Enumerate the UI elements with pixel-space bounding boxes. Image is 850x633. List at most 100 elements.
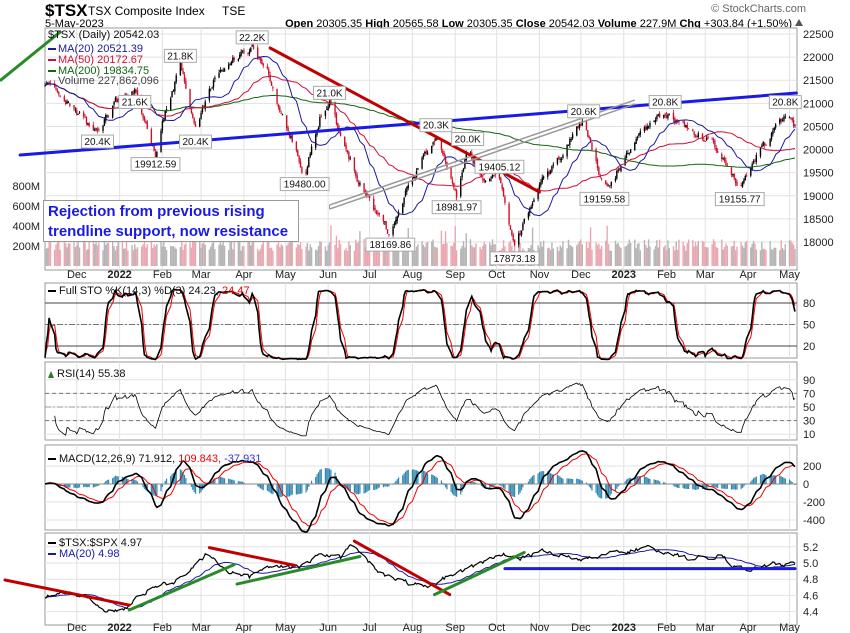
macd-histogram-bar bbox=[105, 481, 107, 484]
sto-title: Full STO %K(14,3) %D(3) 24.23, 24.47 bbox=[59, 285, 250, 297]
candle-body bbox=[761, 145, 763, 147]
triangle-up-icon bbox=[795, 19, 803, 26]
candle-body bbox=[421, 157, 423, 169]
volume-bar bbox=[201, 243, 204, 266]
volume-bar bbox=[697, 241, 700, 266]
candle-body bbox=[656, 116, 658, 120]
macd-histogram-bar bbox=[359, 484, 361, 494]
volume-bar bbox=[624, 246, 626, 266]
volume-bar bbox=[65, 243, 67, 266]
macd-histogram-bar bbox=[560, 477, 563, 484]
macd-histogram-bar bbox=[494, 484, 496, 486]
candle-body bbox=[45, 83, 48, 85]
candle-body bbox=[385, 221, 387, 229]
candle-body bbox=[703, 139, 705, 142]
macd-histogram-bar bbox=[511, 484, 513, 497]
chg-value: +303.84 (+1.50%) bbox=[704, 18, 792, 30]
volume-bar bbox=[577, 243, 579, 266]
price-label-box bbox=[365, 237, 416, 252]
rsi-tick-label: 90 bbox=[803, 375, 815, 387]
volume-bar bbox=[378, 245, 380, 266]
macd-histogram-bar bbox=[714, 484, 716, 488]
ratio-tick-label: 4.6 bbox=[803, 590, 818, 602]
candle-body bbox=[683, 122, 686, 127]
volume-bar bbox=[736, 246, 738, 266]
candle-body bbox=[551, 166, 553, 172]
macd-histogram-bar bbox=[779, 475, 781, 484]
low-value: 20305.35 bbox=[467, 18, 513, 30]
candle-body bbox=[509, 225, 512, 230]
volume-bar bbox=[634, 239, 636, 266]
candle-body bbox=[306, 166, 309, 175]
candle-body bbox=[223, 68, 226, 72]
volume-bar bbox=[193, 241, 195, 266]
macd-histogram-bar bbox=[741, 484, 744, 488]
candle-body bbox=[567, 145, 570, 147]
candle-body bbox=[705, 137, 708, 141]
ma20-line bbox=[44, 55, 796, 217]
macd-histogram-bar bbox=[136, 481, 139, 484]
macd-histogram-bar bbox=[124, 477, 126, 484]
macd-histogram-bar bbox=[634, 476, 636, 484]
candle-body bbox=[752, 160, 755, 163]
macd-histogram-bar bbox=[649, 478, 651, 484]
candle-body bbox=[635, 138, 637, 144]
macd-histogram-bar bbox=[425, 472, 427, 484]
candle-body bbox=[345, 144, 347, 150]
price-label: 22.2K bbox=[239, 33, 265, 44]
macd-histogram-bar bbox=[514, 484, 516, 497]
volume-bar bbox=[324, 246, 327, 266]
volume-bar bbox=[664, 245, 666, 266]
volume-bar bbox=[792, 244, 795, 266]
candle-body bbox=[714, 140, 716, 148]
candle-body bbox=[646, 126, 648, 130]
macd-histogram-bar bbox=[682, 484, 684, 489]
candle-body bbox=[200, 112, 202, 120]
candle-body bbox=[259, 58, 262, 61]
axes: Dec 2022 Feb Mar Apr May Jun Jul Aug Sep Oct Nov Dec… bbox=[12, 29, 833, 633]
volume-bar bbox=[569, 244, 571, 266]
macd-histogram-bar bbox=[164, 480, 166, 484]
candle-body bbox=[501, 184, 503, 189]
volume-bar bbox=[649, 246, 651, 266]
candle-body bbox=[780, 118, 782, 122]
candle-body bbox=[530, 206, 532, 209]
candle-body bbox=[356, 175, 358, 182]
macd-histogram-bar bbox=[182, 472, 184, 484]
volume-bar bbox=[272, 250, 274, 266]
x-tick-label: Jun bbox=[319, 269, 337, 281]
macd-histogram-bar bbox=[469, 481, 472, 484]
volume-bar bbox=[111, 240, 114, 266]
macd-histogram-bar bbox=[547, 471, 549, 484]
candle-body bbox=[725, 160, 727, 166]
candle-body bbox=[174, 81, 176, 92]
price-label-box bbox=[648, 95, 682, 110]
candle-body bbox=[270, 82, 273, 86]
price-label: 21.0K bbox=[316, 88, 342, 99]
candle-body bbox=[261, 59, 263, 65]
candle-body bbox=[142, 113, 144, 118]
macd-histogram-bar bbox=[107, 479, 110, 484]
price-tick-label: 20000 bbox=[803, 145, 834, 157]
candle-body bbox=[500, 177, 502, 184]
macd-histogram-bar bbox=[364, 484, 367, 493]
volume-bar bbox=[665, 250, 668, 266]
candle-body bbox=[286, 115, 288, 129]
macd-histogram-bar bbox=[396, 479, 398, 484]
macd-histogram-bar bbox=[581, 480, 583, 484]
candle-body bbox=[87, 123, 89, 125]
volume-bar bbox=[123, 248, 125, 266]
macd-histogram-bar bbox=[259, 484, 262, 489]
volume-bar bbox=[316, 250, 318, 266]
candle-body bbox=[658, 113, 661, 118]
macd-histogram-bar bbox=[601, 484, 603, 499]
macd-histogram-bar bbox=[95, 484, 97, 487]
price-label: 17873.18 bbox=[494, 254, 536, 265]
macd-histogram-bar bbox=[443, 484, 445, 486]
volume-bar bbox=[47, 247, 49, 266]
candle-body bbox=[74, 109, 77, 111]
macd-histogram-bar bbox=[223, 478, 226, 484]
price-label: 18169.86 bbox=[369, 240, 411, 251]
macd-histogram-bar bbox=[135, 480, 137, 484]
close-value: 20542.03 bbox=[549, 18, 595, 30]
